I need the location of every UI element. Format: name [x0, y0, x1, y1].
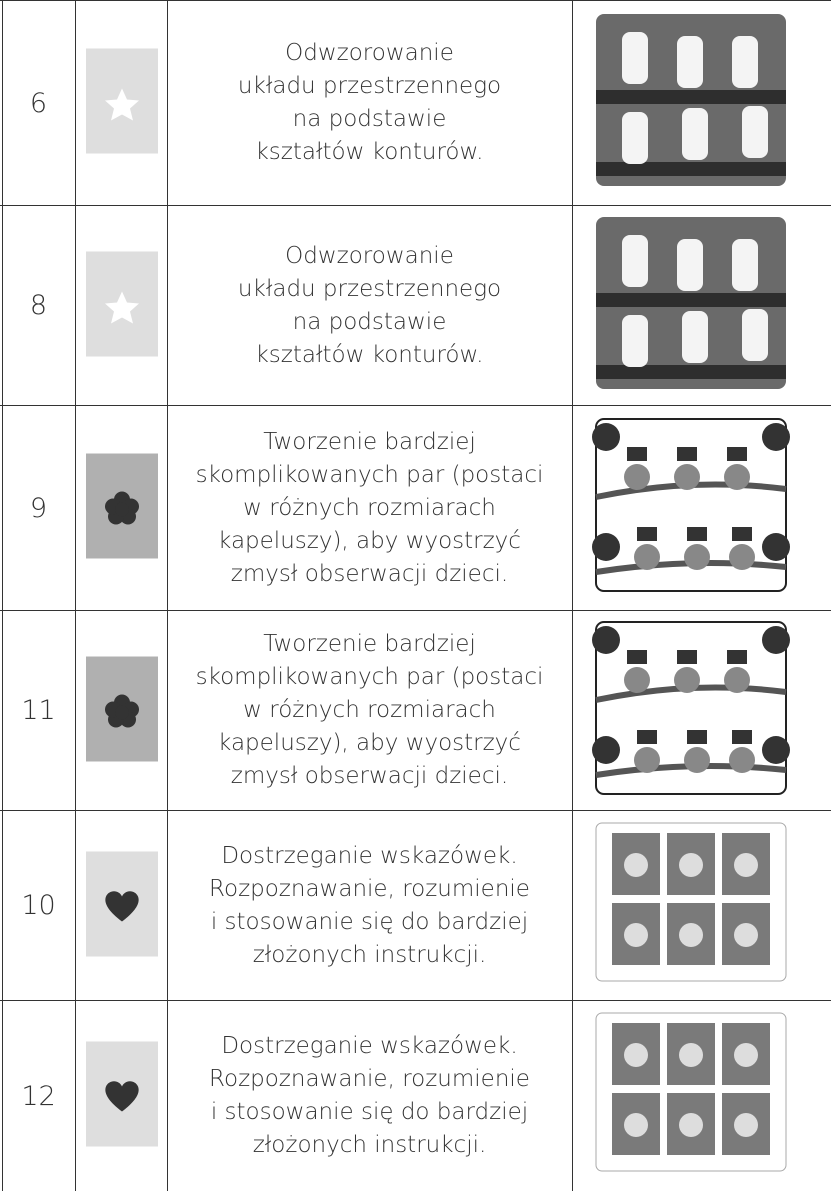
illustration	[596, 216, 786, 389]
card-icon	[86, 1041, 158, 1147]
description: Odwzorowanie układu przestrzennego na pods…	[167, 206, 572, 405]
column-border	[572, 611, 573, 810]
table-row: 12 Dostrzeganie wskazówek. Rozpoznawanie, …	[0, 1000, 831, 1191]
description: Dostrzeganie wskazówek. Rozpoznawanie, ro…	[167, 811, 572, 1000]
column-border	[2, 1001, 3, 1191]
description-line: zmysł obserwacji dzieci.	[230, 763, 509, 789]
description-line: w różnych rozmiarach	[243, 494, 496, 521]
column-border	[2, 1, 3, 205]
card-icon	[86, 453, 158, 559]
column-border	[75, 206, 76, 405]
description-line: Dostrzeganie wskazówek.	[221, 1033, 518, 1059]
description-line: Odwzorowanie	[285, 242, 454, 269]
description-line: układu przestrzennego	[237, 73, 502, 99]
card-icon	[86, 656, 158, 761]
row-number: 10	[21, 890, 56, 921]
illustration-cell	[592, 417, 792, 599]
card-icon-cell	[86, 851, 158, 960]
card-icon-cell	[86, 656, 158, 765]
description: Odwzorowanie układu przestrzennego na pods…	[167, 1, 572, 205]
table-row: 10 Dostrzeganie wskazówek. Rozpoznawanie, …	[0, 810, 831, 1000]
column-border	[572, 1001, 573, 1191]
column-border	[572, 811, 573, 1000]
illustration	[595, 1012, 787, 1172]
description-line: skomplikowanych par (postaci	[195, 664, 544, 690]
illustration-cell	[592, 215, 792, 397]
description-line: zmysł obserwacji dzieci.	[230, 560, 509, 587]
description-line: złożonych instrukcji.	[252, 941, 487, 968]
description-line: Tworzenie bardziej	[263, 428, 476, 455]
column-border	[2, 406, 3, 610]
column-border	[167, 406, 168, 610]
description-line: Rozpoznawanie, rozumienie	[209, 875, 530, 902]
row-number: 12	[21, 1080, 56, 1112]
description: Tworzenie bardziej skomplikowanych par (p…	[167, 611, 572, 810]
description-line: na podstawie	[292, 106, 447, 132]
card-icon-cell	[86, 251, 158, 360]
card-icon	[86, 851, 158, 956]
table-row: 8 Odwzorowanie układu przestrzennego na pod…	[0, 205, 831, 405]
illustration-cell	[592, 620, 792, 802]
column-border	[167, 811, 168, 1000]
column-border	[75, 811, 76, 1000]
card-icon-cell	[86, 1041, 158, 1151]
description-line: Dostrzeganie wskazówek.	[221, 842, 518, 869]
column-border	[2, 811, 3, 1000]
description-line: i stosowanie się do bardziej	[210, 1099, 529, 1125]
illustration-cell	[592, 821, 792, 991]
table-row: 11 Tworzenie bardziej skomplikowanych par …	[0, 610, 831, 810]
illustration-cell	[592, 12, 792, 194]
row-number: 11	[21, 695, 56, 726]
table-row: 6 Odwzorowanie układu przestrzennego na pod…	[0, 0, 831, 205]
illustration	[592, 620, 790, 795]
column-border	[75, 1001, 76, 1191]
description-line: na podstawie	[292, 308, 447, 335]
row-number: 9	[29, 492, 48, 524]
table-row: 9 Tworzenie bardziej skomplikowanych par (…	[0, 405, 831, 610]
description-line: kapeluszy), aby wyostrzyć	[218, 730, 521, 756]
card-icon	[86, 251, 158, 356]
description-line: Odwzorowanie	[285, 40, 454, 66]
description: Dostrzeganie wskazówek. Rozpoznawanie, ro…	[167, 1001, 572, 1191]
column-border	[572, 406, 573, 610]
column-border	[75, 406, 76, 610]
column-border	[2, 206, 3, 405]
description-line: Tworzenie bardziej	[263, 631, 476, 657]
illustration-cell	[592, 1011, 792, 1181]
card-icon-cell	[86, 453, 158, 563]
column-border	[2, 611, 3, 810]
description-line: złożonych instrukcji.	[252, 1132, 487, 1158]
illustration	[592, 418, 790, 592]
description-line: kapeluszy), aby wyostrzyć	[218, 527, 521, 554]
description-line: w różnych rozmiarach	[243, 697, 496, 723]
row-number: 8	[29, 290, 48, 321]
column-border	[167, 1, 168, 205]
description-line: skomplikowanych par (postaci	[195, 461, 544, 488]
row-number: 6	[29, 87, 48, 119]
illustration	[596, 14, 786, 186]
column-border	[167, 1001, 168, 1191]
column-border	[572, 206, 573, 405]
column-border	[167, 206, 168, 405]
column-border	[75, 611, 76, 810]
card-icon	[86, 48, 158, 154]
illustration	[595, 822, 787, 981]
card-icon-cell	[86, 48, 158, 158]
description-line: kształtów konturów.	[255, 341, 484, 368]
description-line: układu przestrzennego	[237, 275, 502, 302]
column-border	[572, 1, 573, 205]
description-line: i stosowanie się do bardziej	[210, 908, 529, 935]
column-border	[75, 1, 76, 205]
column-border	[167, 611, 168, 810]
description: Tworzenie bardziej skomplikowanych par (p…	[167, 406, 572, 610]
description-line: Rozpoznawanie, rozumienie	[209, 1066, 530, 1092]
description-line: kształtów konturów.	[255, 139, 484, 165]
